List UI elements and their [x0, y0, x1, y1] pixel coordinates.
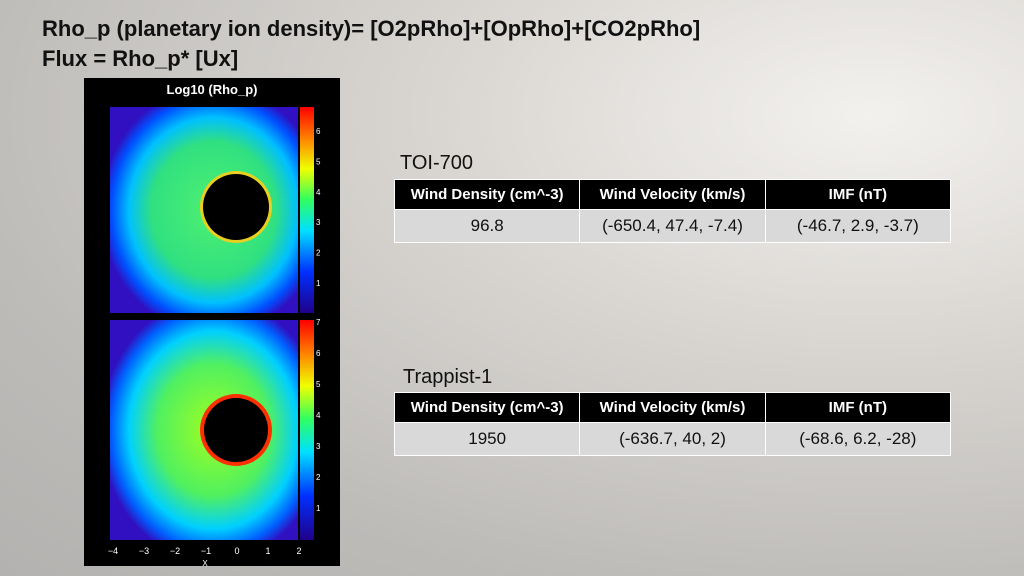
- axis-tick-label: −4: [108, 546, 118, 556]
- axis-tick-label: 6: [316, 127, 321, 136]
- table-title: Trappist-1: [403, 366, 493, 388]
- table-cell: 1950: [393, 422, 581, 456]
- axis-tick-label: 1: [265, 546, 270, 556]
- header-row: Wind Density (cm^-3) Wind Velocity (km/s)…: [393, 392, 952, 423]
- axis-tick-label: 0: [234, 546, 239, 556]
- column-header: Wind Velocity (km/s): [579, 179, 766, 210]
- axis-tick-label: X: [202, 559, 208, 566]
- axis-tick-label: 3: [316, 442, 321, 451]
- column-header: Wind Density (cm^-3): [393, 392, 581, 423]
- table-cell: (-650.4, 47.4, -7.4): [579, 209, 766, 243]
- axis-tick-label: −3: [139, 546, 149, 556]
- simulation-figure: Log10 (Rho_p) 1 2 3 4 5 6 1 2 3 4 5 6 7 −4 −3 −2 −1 0 1 2 X: [84, 78, 340, 566]
- axis-tick-label: 2: [296, 546, 301, 556]
- colorbar: [300, 107, 314, 313]
- axis-tick-label: 4: [316, 188, 321, 197]
- column-header: IMF (nT): [764, 179, 952, 210]
- column-header: Wind Velocity (km/s): [579, 392, 766, 423]
- axis-tick-label: 1: [316, 504, 321, 513]
- axis-tick-label: 4: [316, 411, 321, 420]
- table-cell: (-636.7, 40, 2): [579, 422, 766, 456]
- planet: [204, 398, 268, 462]
- axis-tick-label: 6: [316, 349, 321, 358]
- parameter-table: Wind Density (cm^-3) Wind Velocity (km/s)…: [393, 392, 952, 456]
- table-cell: (-46.7, 2.9, -3.7): [764, 209, 952, 243]
- colorbar: [300, 320, 314, 540]
- title-line: Rho_p (planetary ion density)= [O2pRho]+…: [42, 16, 701, 41]
- axis-tick-label: 7: [316, 318, 321, 327]
- axis-tick-label: 5: [316, 157, 321, 166]
- axis-tick-label: −1: [201, 546, 211, 556]
- table-cell: 96.8: [393, 209, 581, 243]
- planet: [203, 174, 269, 240]
- axis-tick-label: 3: [316, 218, 321, 227]
- axis-tick-label: 5: [316, 380, 321, 389]
- table-title: TOI-700: [400, 152, 473, 174]
- axis-tick-label: 2: [316, 473, 321, 482]
- column-header: Wind Density (cm^-3): [393, 179, 581, 210]
- title-line: Flux = Rho_p* [Ux]: [42, 46, 239, 71]
- parameter-table: Wind Density (cm^-3) Wind Velocity (km/s)…: [393, 179, 952, 243]
- header-row: Wind Density (cm^-3) Wind Velocity (km/s)…: [393, 179, 952, 210]
- data-row: 1950 (-636.7, 40, 2) (-68.6, 6.2, -28): [393, 422, 952, 456]
- figure-label: Log10 (Rho_p): [167, 82, 258, 97]
- column-header: IMF (nT): [764, 392, 952, 423]
- table-cell: (-68.6, 6.2, -28): [764, 422, 952, 456]
- data-row: 96.8 (-650.4, 47.4, -7.4) (-46.7, 2.9, -3.…: [393, 209, 952, 243]
- axis-tick-label: 1: [316, 279, 321, 288]
- axis-tick-label: 2: [316, 249, 321, 258]
- axis-tick-label: −2: [170, 546, 180, 556]
